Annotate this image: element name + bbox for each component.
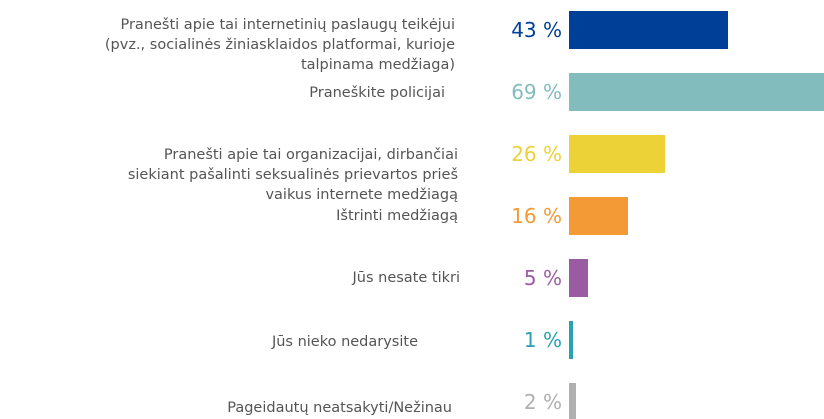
bar (569, 197, 629, 235)
bar (569, 11, 729, 49)
value-label: 26 % (511, 142, 562, 166)
category-label: Pranešti apie tai internetinių paslaugų … (104, 17, 455, 73)
category-label: Pranešti apie tai organizacijai, dirbanč… (127, 147, 458, 203)
value-label: 5 % (523, 266, 562, 290)
category-label: Ištrinti medžiagą (336, 208, 458, 224)
category-label: Jūs nesate tikri (352, 270, 461, 286)
value-label: 1 % (523, 328, 562, 352)
bar (569, 259, 588, 297)
category-label: Jūs nieko nedarysite (271, 334, 418, 350)
category-label: Pageidautų neatsakyti/Nežinau (227, 400, 452, 416)
value-label: 2 % (523, 390, 562, 414)
value-label: 69 % (511, 80, 562, 104)
value-label: 16 % (511, 204, 562, 228)
bar (569, 383, 577, 419)
bar (569, 73, 824, 111)
value-label: 43 % (511, 18, 562, 42)
category-label: Praneškite policijai (309, 85, 445, 101)
bar (569, 135, 666, 173)
bar (569, 321, 573, 359)
